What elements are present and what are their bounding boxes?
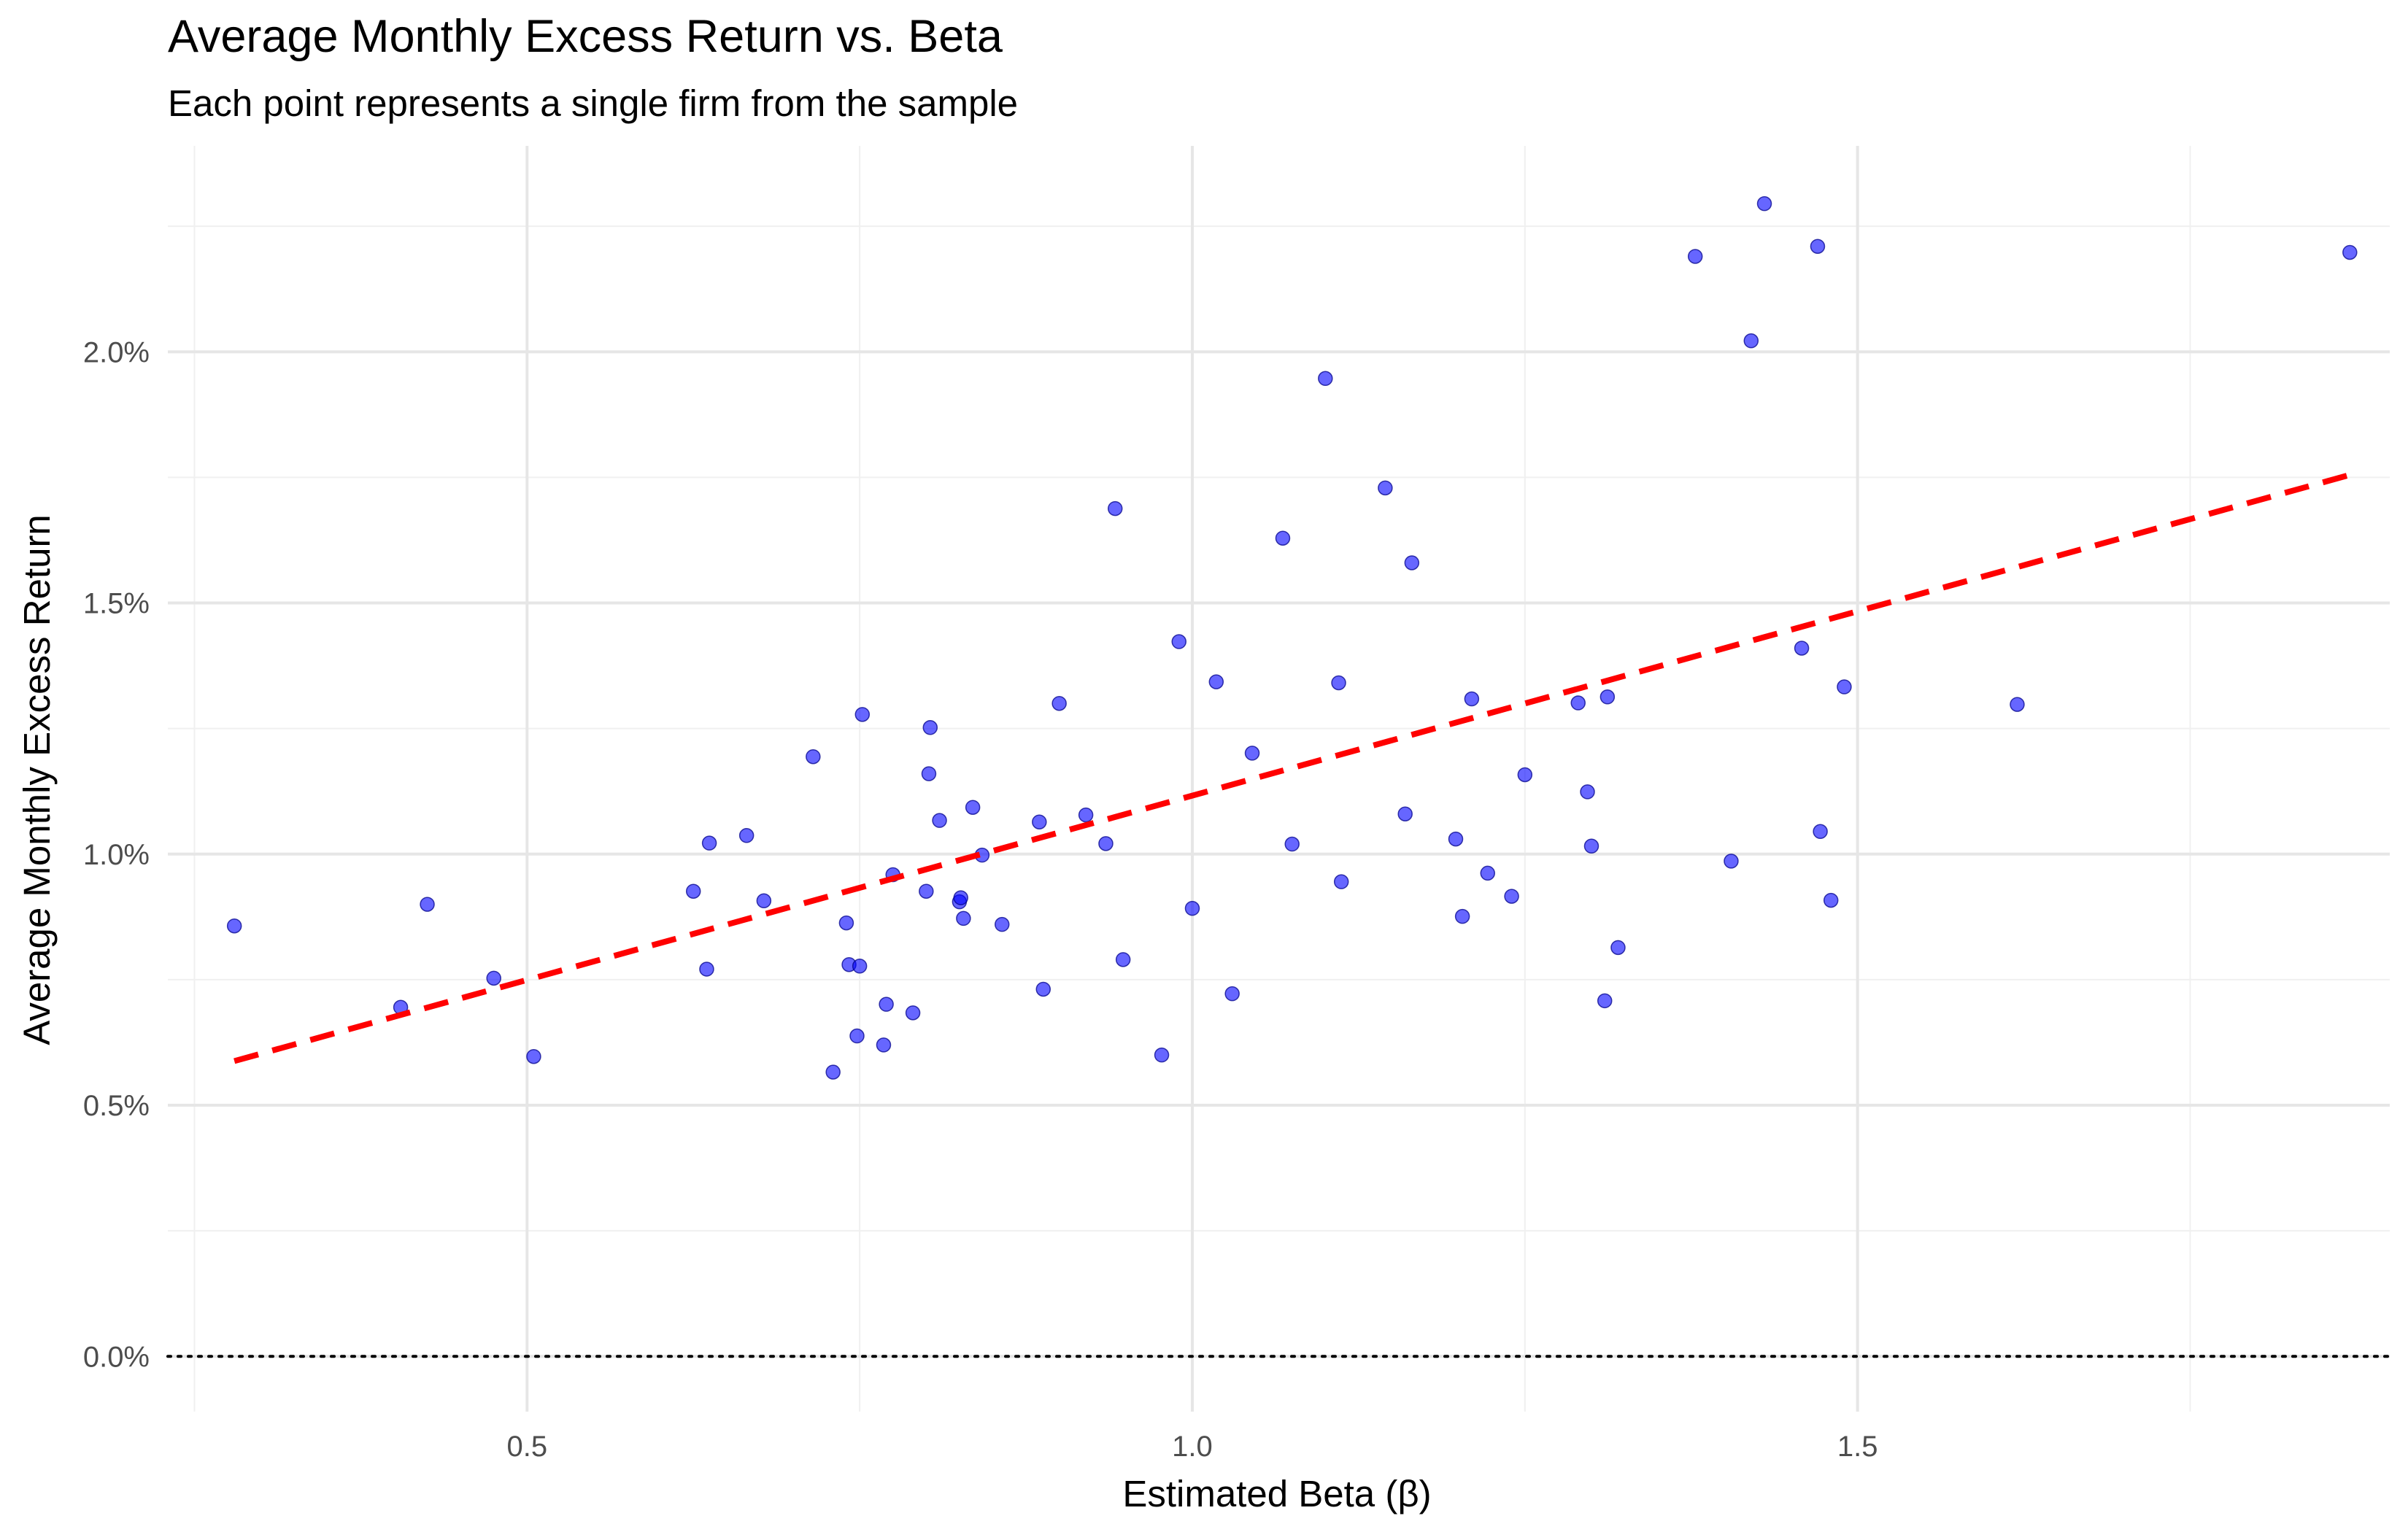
y-tick-label: 1.0% xyxy=(83,839,150,871)
data-points xyxy=(226,196,2358,1080)
x-axis-ticks: 0.5 1.0 1.5 xyxy=(507,1431,1878,1463)
y-tick-label: 0.5% xyxy=(83,1090,150,1122)
data-point xyxy=(1115,952,1131,967)
data-point xyxy=(738,828,755,843)
data-point xyxy=(1794,641,1810,656)
data-point xyxy=(956,910,971,926)
trend-line-group xyxy=(234,472,2351,1064)
data-point xyxy=(852,959,868,974)
data-point xyxy=(1224,986,1240,1002)
data-point xyxy=(854,707,871,722)
data-point xyxy=(1098,836,1114,851)
data-point xyxy=(1078,807,1094,823)
minor-gridlines xyxy=(168,146,2390,1412)
data-point xyxy=(1504,889,1519,904)
data-point xyxy=(1756,196,1772,212)
chart-title: Average Monthly Excess Return vs. Beta xyxy=(168,11,1003,62)
data-point xyxy=(1032,814,1047,829)
data-point xyxy=(1597,993,1613,1009)
data-point xyxy=(1837,679,1852,695)
data-point xyxy=(1333,874,1349,889)
data-point xyxy=(953,890,968,905)
y-tick-label: 2.0% xyxy=(83,336,150,368)
data-point xyxy=(1823,892,1839,908)
data-point xyxy=(1570,695,1586,711)
data-point xyxy=(879,997,894,1012)
data-point xyxy=(1284,836,1300,852)
data-point xyxy=(685,883,701,899)
data-point xyxy=(526,1048,541,1064)
data-point xyxy=(1480,865,1496,881)
data-point xyxy=(1610,940,1626,956)
data-point xyxy=(1107,500,1123,517)
chart-subtitle: Each point represents a single firm from… xyxy=(168,82,1019,124)
y-axis-label: Average Monthly Excess Return xyxy=(16,514,58,1045)
data-point xyxy=(849,1028,865,1044)
data-point xyxy=(486,970,501,986)
data-point xyxy=(1208,674,1224,689)
data-point xyxy=(1171,634,1186,649)
x-tick-label: 1.5 xyxy=(1837,1431,1878,1463)
y-axis-ticks: 0.0% 0.5% 1.0% 1.5% 2.0% xyxy=(83,336,150,1373)
data-point xyxy=(1051,695,1067,711)
data-point xyxy=(1583,838,1599,854)
data-point xyxy=(1687,249,1703,264)
data-point xyxy=(1743,333,1759,349)
data-point xyxy=(922,720,938,735)
y-tick-label: 0.0% xyxy=(83,1341,150,1373)
data-point xyxy=(1724,854,1739,869)
data-point xyxy=(420,897,435,912)
trend-line xyxy=(234,472,2351,1064)
major-gridlines xyxy=(168,146,2390,1412)
data-point xyxy=(965,800,981,815)
data-point xyxy=(1275,530,1291,546)
y-tick-label: 1.5% xyxy=(83,588,150,620)
data-point xyxy=(1397,806,1413,821)
data-point xyxy=(2342,244,2358,260)
data-point xyxy=(226,918,242,934)
data-point xyxy=(994,916,1010,932)
x-tick-label: 0.5 xyxy=(507,1431,548,1463)
data-point xyxy=(1517,767,1533,783)
x-axis-label: Estimated Beta (β) xyxy=(1122,1473,1431,1514)
data-point xyxy=(1580,784,1595,800)
data-point xyxy=(701,835,717,851)
data-point xyxy=(1464,691,1480,707)
data-point xyxy=(1035,981,1051,997)
data-point xyxy=(2010,697,2025,712)
data-point xyxy=(1244,746,1260,761)
data-point xyxy=(1318,371,1333,387)
data-point xyxy=(919,883,934,899)
data-point xyxy=(1810,239,1826,254)
data-point xyxy=(806,748,821,765)
data-point xyxy=(1813,824,1828,840)
data-point xyxy=(932,813,947,828)
data-point xyxy=(1154,1047,1170,1063)
data-point xyxy=(756,893,772,909)
data-point xyxy=(1454,908,1470,924)
data-point xyxy=(1184,900,1200,916)
data-point xyxy=(825,1064,841,1080)
data-point xyxy=(838,915,854,931)
data-point xyxy=(921,766,937,781)
data-point xyxy=(905,1005,921,1021)
data-point xyxy=(699,962,714,977)
data-point xyxy=(876,1037,892,1053)
data-point xyxy=(1448,831,1464,847)
data-point xyxy=(1378,480,1393,496)
data-point xyxy=(1404,555,1420,570)
data-point xyxy=(1331,675,1346,691)
data-point xyxy=(1599,689,1616,705)
x-tick-label: 1.0 xyxy=(1172,1431,1213,1463)
